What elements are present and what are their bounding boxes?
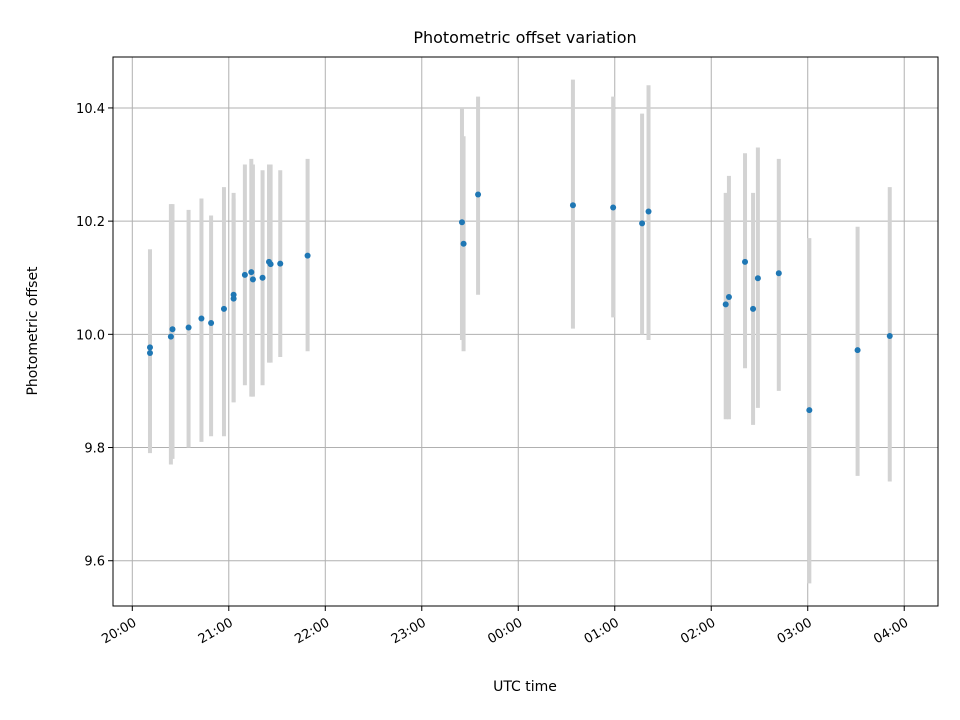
data-point — [806, 407, 813, 414]
x-tick-label: 22:00 — [292, 615, 332, 647]
data-point — [169, 326, 176, 333]
data-point — [645, 208, 652, 215]
x-axis-ticks: 20:00 21:00 22:00 23:00 00:00 01:00 02:00 03:00… — [99, 606, 911, 647]
x-tick-label: 04:00 — [871, 615, 911, 647]
error-bars — [147, 79, 892, 584]
data-point — [742, 258, 749, 265]
data-point — [722, 301, 729, 308]
data-point — [725, 293, 732, 300]
data-point — [754, 275, 761, 282]
chart-title: Photometric offset variation — [413, 28, 636, 47]
data-point — [775, 270, 782, 277]
y-axis-ticks: 9.6 9.8 10.0 10.2 10.4 — [76, 102, 113, 570]
data-point — [198, 315, 205, 322]
y-tick-label: 9.8 — [84, 442, 105, 457]
x-axis-label: UTC time — [493, 679, 557, 695]
data-point — [304, 252, 311, 259]
data-point — [146, 344, 153, 351]
data-point — [460, 240, 467, 247]
data-point — [185, 324, 192, 331]
x-tick-label: 00:00 — [485, 615, 525, 647]
data-point — [220, 305, 227, 312]
data-point — [475, 191, 482, 198]
plot-frame — [112, 56, 939, 607]
x-tick-label: 20:00 — [99, 615, 139, 647]
y-axis-label: Photometric offset — [25, 266, 41, 396]
data-point — [267, 261, 274, 268]
data-point — [458, 219, 465, 226]
y-tick-label: 10.2 — [76, 215, 105, 230]
data-point — [249, 276, 256, 283]
data-point — [886, 333, 893, 340]
x-tick-label: 03:00 — [775, 615, 815, 647]
x-tick-label: 02:00 — [678, 615, 718, 647]
data-point — [241, 271, 248, 278]
data-point — [208, 320, 215, 327]
data-point — [277, 260, 284, 267]
data-point — [639, 220, 646, 227]
y-tick-label: 10.4 — [76, 102, 105, 117]
grid — [113, 57, 938, 606]
data-point — [259, 274, 266, 281]
data-points — [146, 191, 893, 414]
data-point — [750, 305, 757, 312]
x-tick-label: 23:00 — [389, 615, 429, 647]
x-tick-label: 01:00 — [582, 615, 622, 647]
data-point — [167, 333, 174, 340]
data-point — [230, 295, 237, 302]
x-tick-label: 21:00 — [196, 615, 236, 647]
data-point — [569, 202, 576, 209]
data-point — [854, 347, 861, 354]
data-point — [248, 269, 255, 276]
y-tick-label: 10.0 — [76, 328, 105, 343]
y-tick-label: 9.6 — [84, 555, 105, 570]
data-point — [146, 350, 153, 357]
data-point — [610, 204, 617, 211]
